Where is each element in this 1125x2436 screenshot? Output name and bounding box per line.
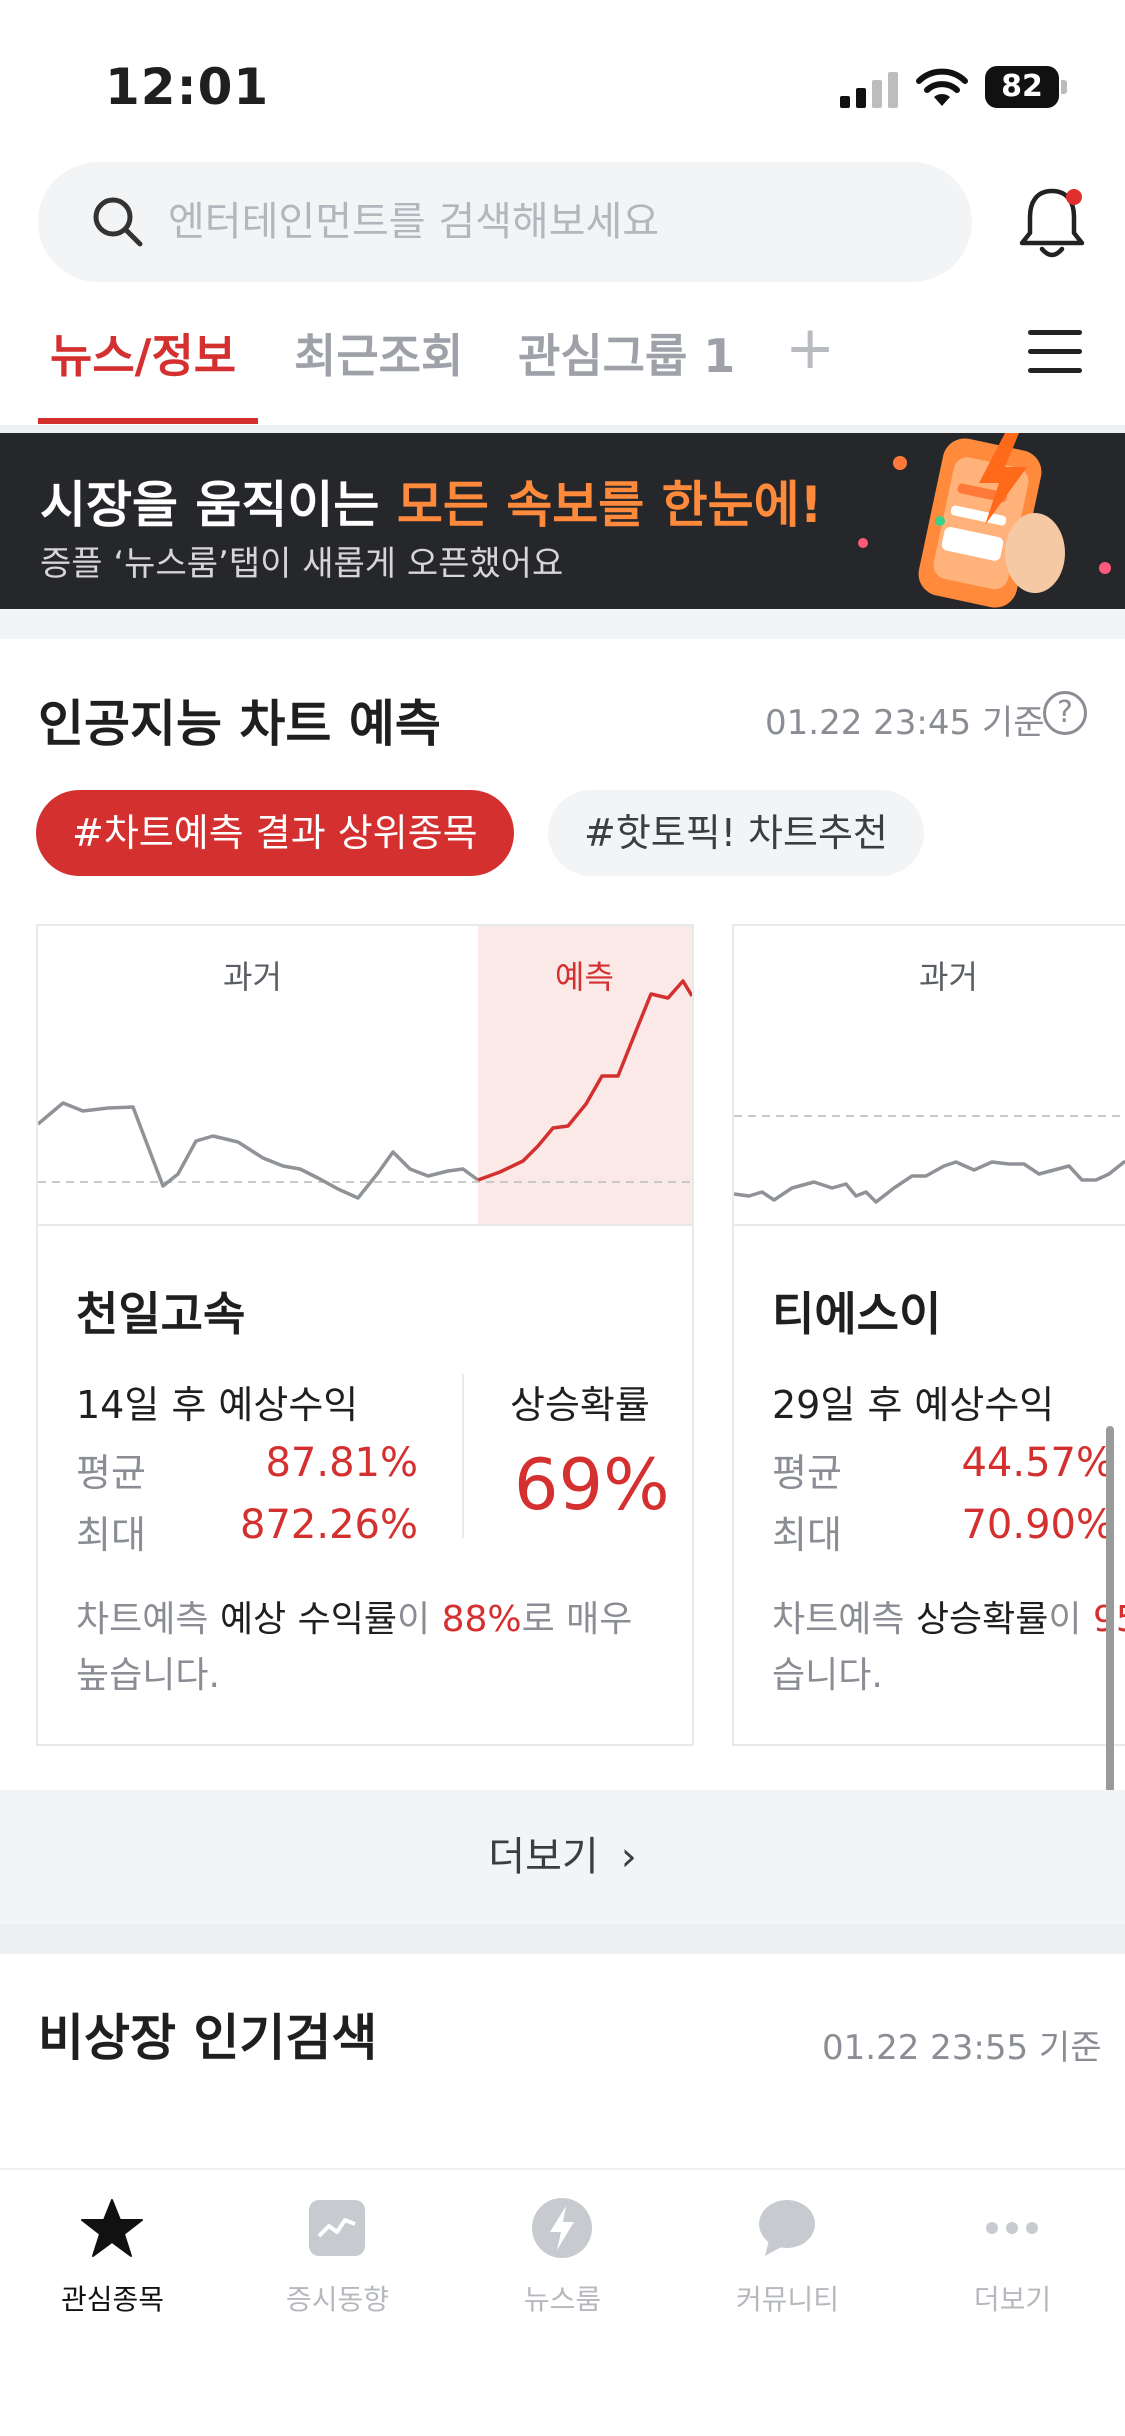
rise-probability-label: 상승확률 — [510, 1383, 650, 1427]
avg-label: 평균 — [76, 1451, 146, 1495]
max-label: 최대 — [76, 1513, 146, 1557]
past-label: 과거 — [919, 958, 978, 996]
status-time: 12:01 — [105, 58, 270, 116]
star-icon — [81, 2199, 143, 2257]
nav-community[interactable]: 커뮤니티 — [675, 2196, 900, 2316]
hamburger-menu-icon[interactable] — [1028, 330, 1082, 374]
bolt-icon — [532, 2198, 592, 2258]
max-label: 최대 — [772, 1513, 842, 1557]
active-tab-indicator — [38, 418, 258, 424]
prediction-cards-carousel[interactable]: 과거 예측 천일고속 14일 후 예상수익 평균 87.81% 최대 872.2… — [0, 924, 1125, 1746]
battery-level: 82 — [985, 66, 1059, 108]
past-label: 과거 — [223, 958, 282, 996]
chevron-right-icon: › — [620, 1834, 637, 1880]
more-dots-icon — [986, 2222, 1038, 2234]
top-tabs: 뉴스/정보 최근조회 관심그룹 1 + — [0, 300, 1125, 425]
price-line-chart — [734, 1115, 1125, 1204]
tab-news-info[interactable]: 뉴스/정보 — [50, 329, 237, 383]
prediction-description: 차트예측 상승확률이 95습니다. — [772, 1599, 1125, 1696]
more-button[interactable]: 더보기 › — [0, 1790, 1125, 1924]
ai-chart-section-title: 인공지능 차트 예측 — [38, 695, 441, 753]
avg-value: 87.81% — [265, 1440, 418, 1486]
prediction-card[interactable]: 과거 예측 천일고속 14일 후 예상수익 평균 87.81% 최대 872.2… — [36, 924, 694, 1746]
expected-return-label: 14일 후 예상수익 — [76, 1383, 359, 1427]
search-input[interactable] — [168, 190, 928, 254]
cellular-signal-icon — [840, 72, 898, 108]
notification-bell-icon[interactable] — [1014, 183, 1090, 263]
tab-watch-group-1[interactable]: 관심그룹 1 — [518, 329, 736, 383]
search-bar[interactable] — [38, 162, 972, 282]
chat-bubble-icon — [759, 2200, 815, 2256]
battery-icon: 82 — [985, 66, 1067, 108]
prediction-band — [478, 926, 692, 1224]
chip-top-prediction[interactable]: #차트예측 결과 상위종목 — [36, 790, 514, 876]
rise-probability-value: 69% — [514, 1444, 670, 1526]
max-value: 70.90% — [961, 1502, 1114, 1548]
market-chart-icon — [309, 2200, 365, 2256]
help-icon[interactable]: ? — [1043, 691, 1087, 735]
ai-section-timestamp: 01.22 23:45 기준 — [765, 703, 1045, 743]
prediction-card[interactable]: 과거 티에스이 29일 후 예상수익 평균 44.57% 최대 70.90% 차… — [732, 924, 1125, 1746]
avg-label: 평균 — [772, 1451, 842, 1495]
search-icon — [93, 197, 143, 247]
newsroom-banner[interactable]: 시장을 움직이는 모든 속보를 한눈에! 증플 ‘뉴스룸’탭이 새롭게 오픈했어… — [0, 433, 1125, 609]
phone-lightning-illustration — [858, 433, 1111, 608]
stock-name: 티에스이 — [772, 1287, 942, 1341]
banner-subtitle: 증플 ‘뉴스룸’탭이 새롭게 오픈했어요 — [40, 544, 564, 584]
max-value: 872.26% — [240, 1502, 418, 1548]
stock-name: 천일고속 — [76, 1287, 246, 1341]
nav-more[interactable]: 더보기 — [900, 2196, 1125, 2316]
otc-section-timestamp: 01.22 23:55 기준 — [822, 2028, 1102, 2068]
status-bar: 12:01 82 — [0, 0, 1125, 150]
scrollbar[interactable] — [1106, 1426, 1114, 1866]
expected-return-label: 29일 후 예상수익 — [772, 1383, 1055, 1427]
avg-value: 44.57% — [961, 1440, 1114, 1486]
prediction-description: 차트예측 예상 수익률이 88%로 매우 높습니다. — [76, 1599, 633, 1696]
wifi-icon — [916, 68, 968, 106]
nav-watchlist[interactable]: 관심종목 — [0, 2196, 225, 2316]
nav-market-trend[interactable]: 증시동향 — [225, 2196, 450, 2316]
nav-newsroom[interactable]: 뉴스룸 — [450, 2196, 675, 2316]
add-tab-icon[interactable]: + — [785, 313, 836, 383]
tab-recent[interactable]: 최근조회 — [294, 329, 464, 383]
prediction-label: 예측 — [555, 958, 614, 996]
prediction-chart: 과거 예측 — [38, 926, 692, 1226]
chip-hot-topic[interactable]: #핫토픽! 차트추천 — [548, 790, 924, 876]
prediction-chart: 과거 — [734, 926, 1125, 1226]
banner-title: 시장을 움직이는 모든 속보를 한눈에! — [40, 476, 823, 534]
price-line-chart — [38, 979, 692, 1200]
otc-popular-search-title: 비상장 인기검색 — [38, 2009, 378, 2067]
bottom-navigation: 관심종목 증시동향 뉴스룸 커뮤니티 더보기 — [0, 2168, 1125, 2436]
